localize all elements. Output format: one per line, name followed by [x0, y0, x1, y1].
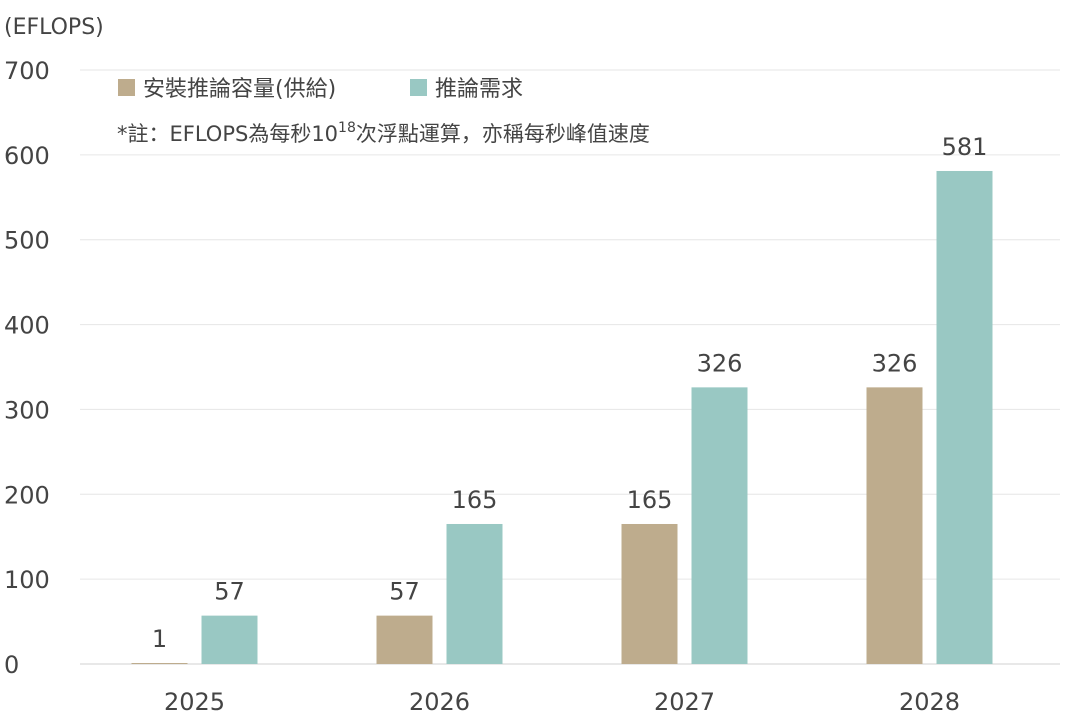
x-tick-label-2026: 2026	[409, 688, 470, 716]
data-label-supply-2028: 326	[872, 349, 918, 377]
bar-demand-2026	[446, 523, 503, 664]
x-axis-ticks: 2025 2026 2027 2028	[164, 688, 960, 716]
y-tick-label: 400	[4, 312, 50, 340]
legend-label-demand: 推論需求	[435, 77, 523, 102]
legend: 安裝推論容量(供給) 推論需求	[118, 77, 523, 102]
y-tick-label: 100	[4, 566, 50, 594]
footnote: *註：EFLOPS為每秒1018次浮點運算，亦稱每秒峰值速度	[117, 120, 650, 146]
legend-swatch-supply	[118, 79, 135, 96]
data-label-demand-2026: 165	[452, 486, 498, 514]
bar-demand-2028	[936, 170, 993, 665]
data-label-demand-2025: 57	[214, 578, 245, 606]
y-tick-label: 700	[4, 57, 50, 85]
legend-label-supply: 安裝推論容量(供給)	[143, 77, 336, 102]
legend-swatch-demand	[410, 79, 427, 96]
footnote-suffix: 次浮點運算，亦稱每秒峰值速度	[356, 122, 650, 146]
y-tick-label: 600	[4, 142, 50, 170]
data-label-supply-2025: 1	[152, 625, 167, 653]
y-tick-label: 200	[4, 481, 50, 509]
data-label-demand-2028: 581	[942, 133, 988, 161]
x-tick-label-2025: 2025	[164, 688, 225, 716]
bar-supply-2026	[376, 615, 433, 664]
y-axis-unit-label: (EFLOPS)	[4, 15, 104, 40]
footnote-superscript: 18	[338, 120, 356, 136]
bar-supply-2027	[621, 523, 678, 664]
bar-supply-2025	[131, 663, 188, 664]
data-label-demand-2027: 326	[697, 349, 743, 377]
bars-group: 1 57 57 165 165 326 326 581	[131, 133, 993, 665]
y-tick-label: 300	[4, 396, 50, 424]
bar-demand-2027	[691, 387, 748, 664]
data-label-supply-2027: 165	[627, 486, 673, 514]
footnote-prefix: *註：EFLOPS為每秒10	[117, 122, 338, 146]
x-tick-label-2028: 2028	[899, 688, 960, 716]
grid-lines	[80, 69, 1060, 665]
bar-supply-2028	[866, 387, 923, 664]
y-axis-ticks: 0 100 200 300 400 500 600 700	[4, 57, 50, 679]
y-tick-label: 0	[4, 651, 19, 679]
x-tick-label-2027: 2027	[654, 688, 715, 716]
bar-demand-2025	[201, 615, 258, 664]
data-label-supply-2026: 57	[389, 578, 420, 606]
y-tick-label: 500	[4, 227, 50, 255]
